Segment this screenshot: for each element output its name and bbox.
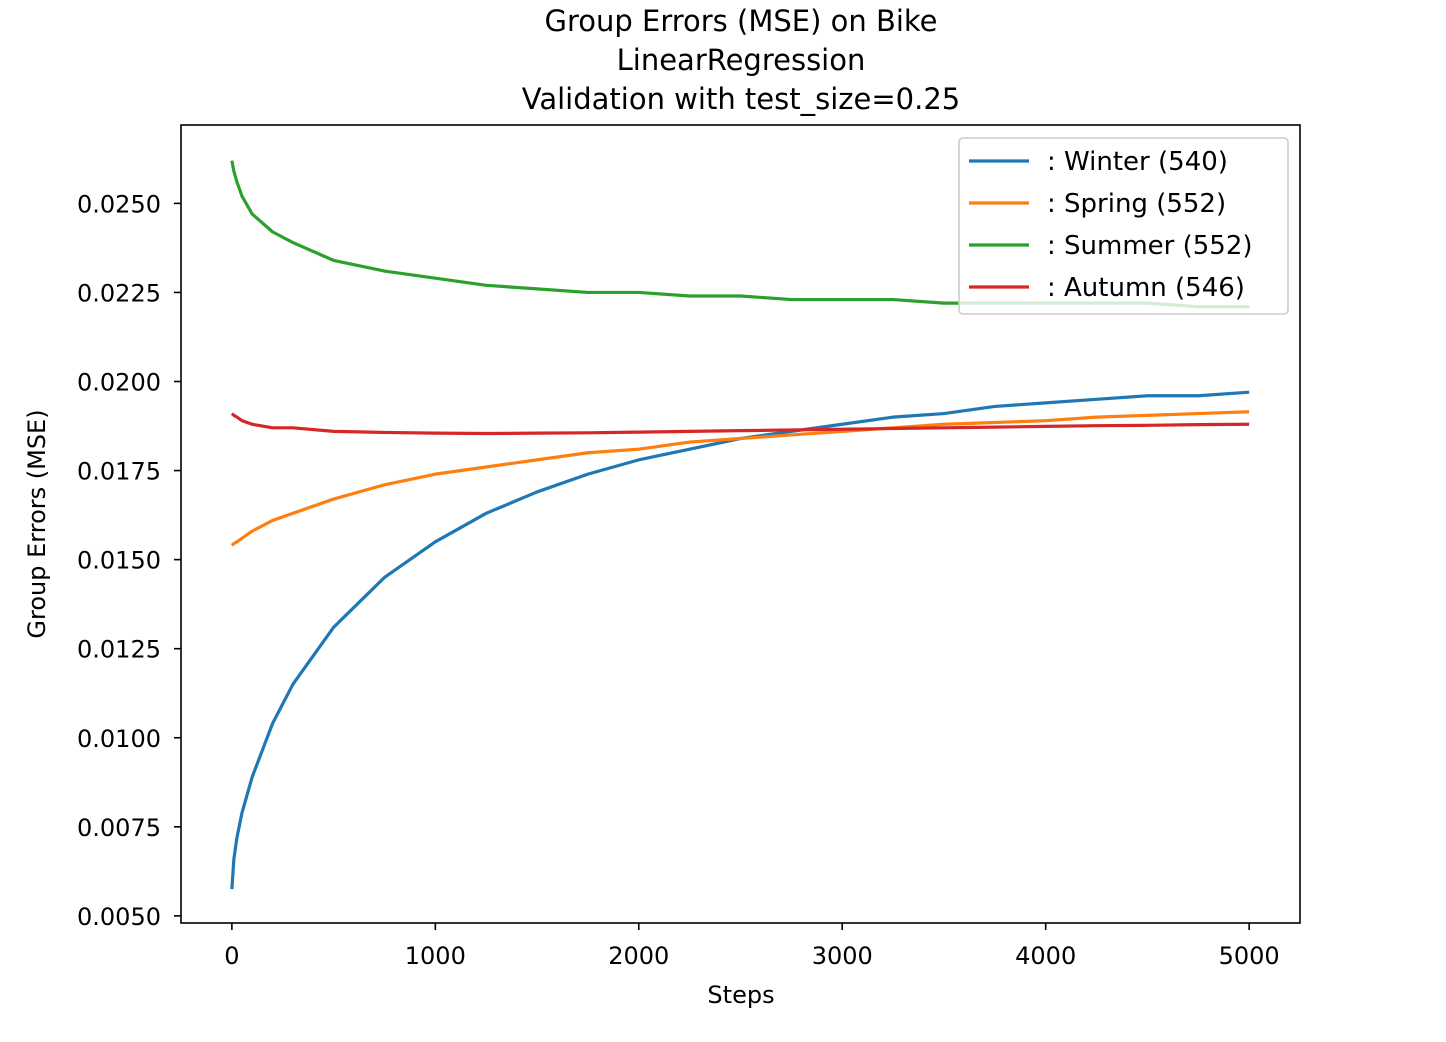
x-tick-label: 2000 (608, 942, 669, 970)
legend-label-3: : Summer (552) (1047, 231, 1253, 261)
x-tick-label: 4000 (1015, 942, 1076, 970)
y-tick-label: 0.0050 (77, 903, 161, 931)
x-tick-label: 3000 (812, 942, 873, 970)
x-axis-label: Steps (707, 981, 774, 1009)
y-axis: 0.0050 0.0075 0.0100 0.0125 0.0150 0.0175 0.02… (77, 190, 181, 931)
series-line-1 (230, 390, 1250, 890)
y-tick-label: 0.0125 (77, 636, 161, 664)
legend-label-1: : Winter (540) (1047, 147, 1228, 177)
legend-label-4: : Autumn (546) (1047, 273, 1245, 303)
x-tick-label: 1000 (405, 942, 466, 970)
y-tick-label: 0.0150 (77, 547, 161, 575)
y-axis-label: Group Errors (MSE) (23, 409, 51, 638)
x-tick-label: 0 (224, 942, 239, 970)
y-tick-label: 0.0100 (77, 725, 161, 753)
y-tick-label: 0.0250 (77, 190, 161, 218)
legend-label-2: : Spring (552) (1047, 189, 1226, 219)
series-layer (230, 160, 1250, 890)
y-tick-label: 0.0175 (77, 458, 161, 486)
chart-title-line-2: LinearRegression (617, 43, 866, 77)
x-axis: 0 1000 2000 3000 4000 5000 (224, 923, 1280, 970)
y-tick-label: 0.0200 (77, 369, 161, 397)
legend: : Winter (540) : Spring (552) : Summer (55… (958, 137, 1289, 315)
series-line-4 (230, 412, 1250, 436)
x-tick-label: 5000 (1219, 942, 1280, 970)
y-tick-label: 0.0075 (77, 814, 161, 842)
plot-frame (180, 124, 1301, 924)
chart-title-line-3: Validation with test_size=0.25 (522, 82, 960, 116)
legend-box (958, 137, 1289, 315)
chart-title-line-1: Group Errors (MSE) on Bike (544, 4, 937, 38)
chart-title: Group Errors (MSE) on Bike LinearRegress… (522, 4, 960, 116)
series-line-2 (230, 410, 1250, 547)
y-tick-label: 0.0225 (77, 279, 161, 307)
